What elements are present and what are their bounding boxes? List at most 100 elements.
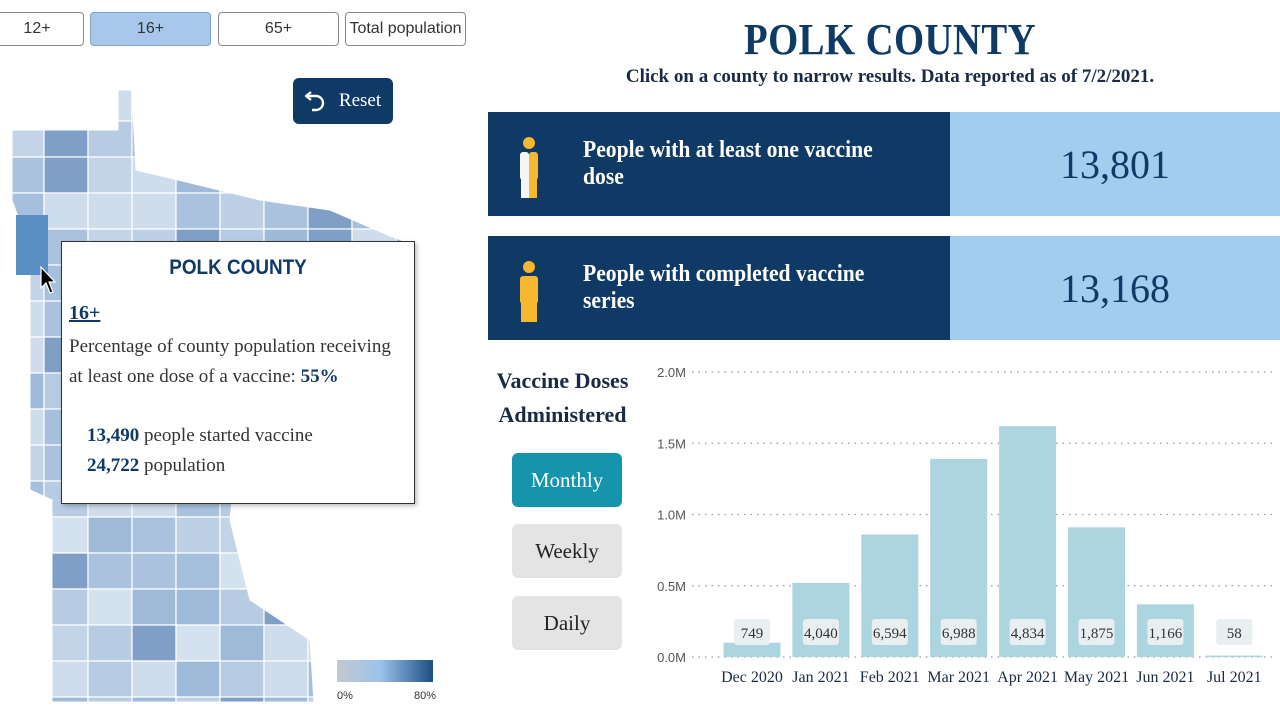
county-cell[interactable] [131, 588, 177, 626]
county-cell[interactable] [43, 552, 89, 590]
county-cell[interactable] [87, 552, 133, 590]
county-cell[interactable] [0, 408, 45, 446]
county-cell[interactable] [87, 192, 133, 230]
county-cell[interactable] [175, 192, 221, 230]
county-cell[interactable] [219, 516, 265, 554]
county-cell[interactable] [307, 85, 353, 122]
county-cell[interactable] [351, 588, 397, 626]
county-cell[interactable] [219, 156, 265, 194]
county-cell[interactable] [351, 85, 397, 122]
bar[interactable] [999, 426, 1057, 657]
county-cell[interactable] [131, 85, 177, 122]
county-cell[interactable] [219, 660, 265, 698]
county-cell[interactable] [351, 552, 397, 590]
county-cell[interactable] [0, 588, 45, 626]
county-cell[interactable] [351, 516, 397, 554]
county-cell[interactable] [175, 696, 221, 710]
frequency-daily-button[interactable]: Daily [512, 596, 622, 650]
county-cell[interactable] [351, 120, 397, 158]
county-cell[interactable] [351, 156, 397, 194]
county-cell[interactable] [263, 696, 309, 710]
county-cell[interactable] [131, 516, 177, 554]
county-cell[interactable] [307, 552, 353, 590]
county-cell[interactable] [263, 516, 309, 554]
county-cell[interactable] [263, 552, 309, 590]
county-cell[interactable] [43, 588, 89, 626]
bar[interactable] [723, 642, 781, 657]
county-cell[interactable] [131, 696, 177, 710]
county-cell[interactable] [0, 552, 45, 590]
county-cell[interactable] [175, 85, 221, 122]
county-cell[interactable] [219, 120, 265, 158]
county-cell[interactable] [263, 588, 309, 626]
county-cell[interactable] [307, 156, 353, 194]
county-cell[interactable] [263, 192, 309, 230]
county-cell[interactable] [0, 120, 45, 158]
county-cell[interactable] [87, 156, 133, 194]
bar[interactable] [1205, 655, 1263, 658]
county-cell[interactable] [351, 192, 397, 230]
county-cell[interactable] [0, 624, 45, 662]
county-cell[interactable] [263, 120, 309, 158]
county-cell[interactable] [87, 696, 133, 710]
county-cell[interactable] [175, 156, 221, 194]
county-cell[interactable] [307, 192, 353, 230]
county-cell[interactable] [43, 516, 89, 554]
county-cell[interactable] [307, 516, 353, 554]
county-cell[interactable] [87, 588, 133, 626]
county-cell[interactable] [131, 552, 177, 590]
county-cell[interactable] [219, 624, 265, 662]
county-cell[interactable] [87, 516, 133, 554]
county-cell[interactable] [0, 444, 45, 482]
county-cell[interactable] [175, 552, 221, 590]
age-filter-button[interactable]: 16+ [90, 12, 211, 46]
county-cell[interactable] [351, 624, 397, 662]
county-cell[interactable] [263, 624, 309, 662]
reset-button[interactable]: Reset [293, 78, 393, 124]
county-cell[interactable] [307, 624, 353, 662]
county-cell[interactable] [395, 624, 440, 662]
county-cell[interactable] [131, 624, 177, 662]
county-cell[interactable] [395, 516, 440, 554]
county-cell[interactable] [87, 660, 133, 698]
county-cell[interactable] [175, 588, 221, 626]
county-cell[interactable] [43, 660, 89, 698]
county-cell[interactable] [219, 192, 265, 230]
county-cell[interactable] [307, 588, 353, 626]
county-cell[interactable] [219, 85, 265, 122]
county-cell[interactable] [43, 85, 89, 122]
county-cell[interactable] [0, 372, 45, 410]
county-cell[interactable] [395, 588, 440, 626]
county-cell[interactable] [395, 120, 440, 158]
frequency-monthly-button[interactable]: Monthly [512, 453, 622, 507]
county-cell[interactable] [175, 624, 221, 662]
county-cell[interactable] [87, 624, 133, 662]
county-cell[interactable] [43, 192, 89, 230]
county-cell[interactable] [307, 120, 353, 158]
county-cell[interactable] [131, 120, 177, 158]
county-cell[interactable] [43, 120, 89, 158]
county-cell[interactable] [263, 660, 309, 698]
county-cell[interactable] [0, 516, 45, 554]
county-cell[interactable] [351, 696, 397, 710]
county-cell[interactable] [43, 696, 89, 710]
county-cell[interactable] [395, 156, 440, 194]
county-cell[interactable] [263, 156, 309, 194]
age-filter-button[interactable]: 12+ [0, 12, 84, 46]
county-cell[interactable] [0, 156, 45, 194]
county-cell[interactable] [395, 552, 440, 590]
county-cell[interactable] [219, 588, 265, 626]
county-cell[interactable] [175, 120, 221, 158]
county-cell[interactable] [131, 192, 177, 230]
county-cell[interactable] [0, 85, 45, 122]
county-cell[interactable] [0, 300, 45, 338]
county-cell[interactable] [219, 696, 265, 710]
polk-county-highlight[interactable] [16, 215, 48, 275]
county-cell[interactable] [175, 660, 221, 698]
frequency-weekly-button[interactable]: Weekly [512, 524, 622, 578]
county-cell[interactable] [263, 85, 309, 122]
county-cell[interactable] [175, 516, 221, 554]
county-cell[interactable] [0, 336, 45, 374]
county-cell[interactable] [43, 624, 89, 662]
county-cell[interactable] [0, 696, 45, 710]
